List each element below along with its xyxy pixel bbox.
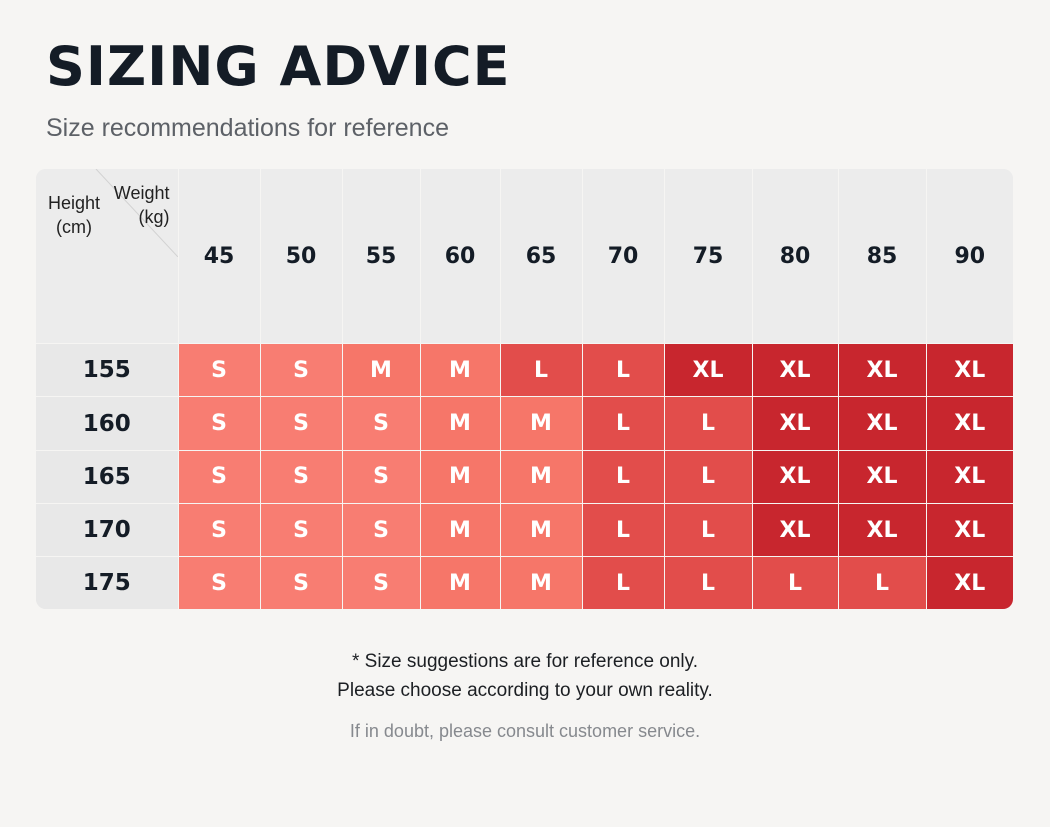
size-cell: M xyxy=(419,502,501,558)
size-cell: S xyxy=(259,396,343,451)
size-cell: L xyxy=(837,556,927,609)
size-cell: S xyxy=(259,502,343,558)
size-cell: M xyxy=(499,449,583,504)
size-cell: XL xyxy=(837,449,927,504)
size-cell: M xyxy=(419,449,501,504)
size-cell: XL xyxy=(751,396,839,451)
height-label: Height xyxy=(48,193,101,213)
size-cell: L xyxy=(581,343,665,398)
page-title: SIZING ADVICE xyxy=(46,35,511,98)
size-cell: S xyxy=(341,556,421,609)
page-subtitle: Size recommendations for reference xyxy=(46,114,449,142)
weight-header: 75 xyxy=(663,169,753,344)
size-cell: XL xyxy=(837,396,927,451)
size-cell: M xyxy=(499,502,583,558)
size-cell: L xyxy=(581,502,665,558)
table-row: 155 S S M M L L XL XL XL XL xyxy=(36,343,1013,398)
weight-header-row: Height (cm) Weight (kg) 45 50 55 60 65 70 75 80… xyxy=(36,169,1013,344)
size-cell: M xyxy=(499,396,583,451)
size-cell: L xyxy=(499,343,583,398)
size-cell: XL xyxy=(751,502,839,558)
size-cell: XL xyxy=(751,449,839,504)
size-cell: L xyxy=(581,556,665,609)
size-cell: XL xyxy=(925,502,1013,558)
weight-header: 85 xyxy=(837,169,927,344)
size-cell: L xyxy=(663,396,753,451)
size-cell: S xyxy=(177,502,261,558)
weight-header: 70 xyxy=(581,169,665,344)
size-cell: M xyxy=(419,556,501,609)
customer-service-note: If in doubt, please consult customer ser… xyxy=(349,721,701,741)
weight-header: 65 xyxy=(499,169,583,344)
corner-header: Height (cm) Weight (kg) xyxy=(36,169,179,344)
size-cell: S xyxy=(341,396,421,451)
weight-header: 90 xyxy=(925,169,1013,344)
table-row: 160 S S S M M L L XL XL XL xyxy=(36,396,1013,451)
weight-header: 45 xyxy=(177,169,261,344)
height-header: 155 xyxy=(36,343,179,398)
size-cell: M xyxy=(419,343,501,398)
weight-header: 55 xyxy=(341,169,421,344)
size-chart-table: Height (cm) Weight (kg) 45 50 55 60 65 70 75 80… xyxy=(36,169,1013,609)
size-cell: L xyxy=(663,556,753,609)
size-cell: M xyxy=(499,556,583,609)
size-cell: XL xyxy=(751,343,839,398)
reality-note: Please choose according to your own real… xyxy=(337,680,713,701)
size-cell: S xyxy=(341,502,421,558)
size-cell: L xyxy=(581,396,665,451)
weight-label: Weight xyxy=(113,183,170,203)
size-cell: L xyxy=(663,449,753,504)
height-header: 170 xyxy=(36,502,179,558)
size-cell: S xyxy=(259,343,343,398)
height-header: 165 xyxy=(36,449,179,504)
size-cell: L xyxy=(581,449,665,504)
size-cell: L xyxy=(663,502,753,558)
size-cell: XL xyxy=(837,502,927,558)
size-cell: XL xyxy=(925,449,1013,504)
weight-unit: (kg) xyxy=(138,207,170,227)
weight-header: 60 xyxy=(419,169,501,344)
table-row: 170 S S S M M L L XL XL XL xyxy=(36,502,1013,558)
size-cell: XL xyxy=(925,556,1013,609)
size-cell: XL xyxy=(837,343,927,398)
size-cell: S xyxy=(259,556,343,609)
size-cell: L xyxy=(751,556,839,609)
size-cell: S xyxy=(177,343,261,398)
size-cell: XL xyxy=(925,396,1013,451)
size-cell: S xyxy=(177,396,261,451)
size-cell: S xyxy=(177,449,261,504)
height-unit: (cm) xyxy=(56,217,92,237)
diagonal-divider xyxy=(95,169,178,257)
height-header: 160 xyxy=(36,396,179,451)
weight-header: 50 xyxy=(259,169,343,344)
table-row: 165 S S S M M L L XL XL XL xyxy=(36,449,1013,504)
reference-note: * Size suggestions are for reference onl… xyxy=(351,651,699,672)
table-row: 175 S S S M M L L L L XL xyxy=(36,556,1013,609)
size-cell: S xyxy=(177,556,261,609)
size-cell: M xyxy=(419,396,501,451)
size-cell: S xyxy=(259,449,343,504)
size-cell: XL xyxy=(925,343,1013,398)
size-cell: S xyxy=(341,449,421,504)
size-cell: M xyxy=(341,343,421,398)
weight-header: 80 xyxy=(751,169,839,344)
size-cell: XL xyxy=(663,343,753,398)
height-header: 175 xyxy=(36,556,179,609)
